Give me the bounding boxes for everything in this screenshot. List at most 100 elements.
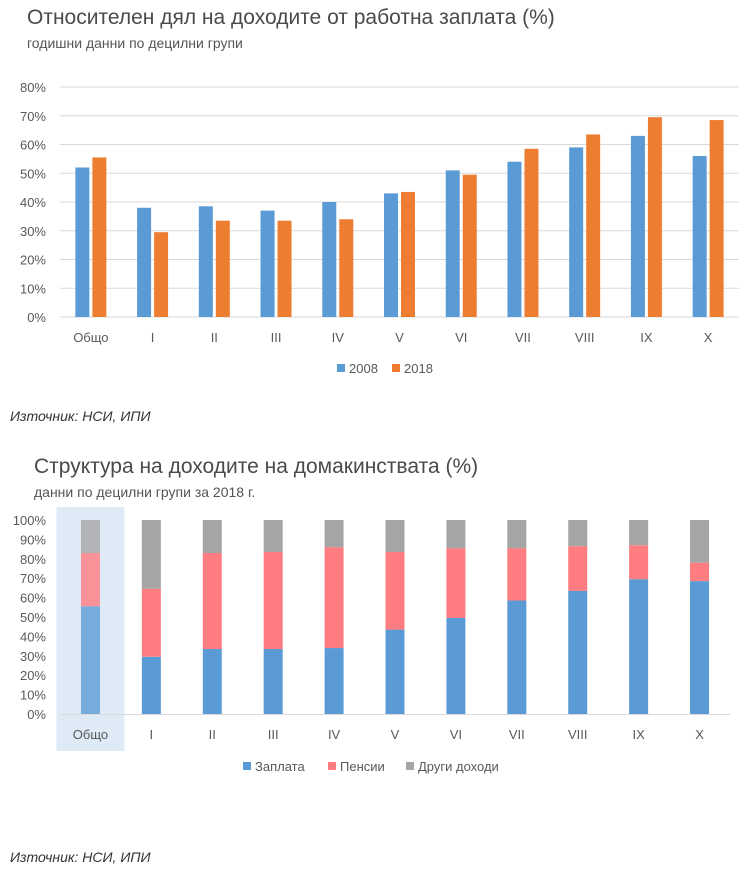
chart1-source: Източник: НСИ, ИПИ [10,408,151,424]
bar-Други доходи-I [141,520,161,589]
bar-Пенсии-Общо [80,552,100,607]
y-tick-label: 30% [20,649,46,664]
bar-2018-IX [647,117,662,317]
y-tick-label: 10% [20,688,46,703]
y-tick-label: 70% [20,109,46,124]
bar-2008-IX [630,135,645,317]
bar-Пенсии-II [202,552,222,650]
bar-Други доходи-II [202,520,222,553]
x-tick-label: VIII [568,727,588,742]
bar-Заплата-V [385,629,405,714]
bar-Пенсии-III [263,552,283,650]
bar-Други доходи-III [263,520,283,553]
bar-Заплата-VIII [568,590,588,714]
x-tick-label: III [271,330,282,345]
bar-Заплата-Общо [80,606,100,714]
y-tick-label: 60% [20,591,46,606]
bar-Пенсии-VII [507,548,527,601]
bar-Пенсии-VI [446,548,466,618]
y-tick-label: 10% [20,281,46,296]
bar-Пенсии-VIII [568,546,588,591]
x-tick-label: I [151,330,155,345]
bar-2018-III [277,220,292,317]
x-tick-label: Общо [73,727,108,742]
chart1-title: Относителен дял на доходите от работна з… [27,6,555,29]
x-tick-label: IV [332,330,345,345]
legend-label-2018: 2018 [404,361,433,376]
bar-Други доходи-VII [507,520,527,549]
x-tick-label: II [211,330,218,345]
chart2-title: Структура на доходите на домакинствата (… [34,455,479,478]
chart2-source: Източник: НСИ, ИПИ [10,849,151,865]
chart1-svg: 0%10%20%30%40%50%60%70%80%Общо I II III IV V V… [20,80,739,376]
x-tick-label: III [268,727,279,742]
legend-label-Пенсии: Пенсии [340,759,385,774]
bar-2018-Общо [92,157,107,317]
bar-Пенсии-IV [324,547,344,649]
x-tick-label: VIII [575,330,595,345]
y-tick-label: 0% [27,310,46,325]
bar-2018-VII [524,148,539,317]
y-tick-label: 100% [13,513,47,528]
bar-Заплата-III [263,649,283,714]
bar-2018-II [215,220,230,317]
x-tick-label: X [695,727,704,742]
x-tick-label: VI [450,727,462,742]
bar-2018-IV [339,219,354,317]
bar-2008-VII [507,161,522,317]
x-tick-label: Общо [73,330,108,345]
x-tick-label: VII [509,727,525,742]
legend-swatch-2008 [337,364,345,372]
x-tick-label: II [209,727,216,742]
x-tick-label: VI [455,330,467,345]
bar-2008-I [137,207,152,317]
x-tick-label: IV [328,727,341,742]
bar-Пенсии-V [385,552,405,630]
y-tick-label: 0% [27,707,46,722]
bar-2008-Общо [75,167,90,317]
bar-Пенсии-X [690,562,710,582]
bar-2008-II [198,206,213,317]
y-tick-label: 80% [20,552,46,567]
x-tick-label: X [704,330,713,345]
x-tick-label: IX [640,330,653,345]
x-tick-label: V [391,727,400,742]
bar-Други доходи-VIII [568,520,588,547]
y-tick-label: 40% [20,195,46,210]
y-tick-label: 50% [20,610,46,625]
bar-Пенсии-I [141,588,161,657]
bar-2008-IV [322,202,337,317]
bar-Други доходи-VI [446,520,466,549]
chart1-subtitle: годишни данни по децилни групи [27,35,243,51]
bar-2018-V [401,191,415,317]
bar-2008-X [692,156,707,317]
legend-swatch-Заплата [243,762,251,770]
bar-2018-VIII [586,134,601,317]
bar-Заплата-II [202,649,222,714]
bar-Други доходи-V [385,520,405,553]
bar-Пенсии-IX [629,545,649,580]
bar-Други доходи-IV [324,520,344,548]
bar-2008-VI [445,170,460,317]
bar-Заплата-IV [324,648,344,714]
legend-swatch-Пенсии [328,762,336,770]
y-tick-label: 60% [20,138,46,153]
y-tick-label: 90% [20,532,46,547]
x-tick-label: V [395,330,404,345]
y-tick-label: 70% [20,571,46,586]
x-tick-label: I [150,727,154,742]
legend-label-Заплата: Заплата [255,759,305,774]
x-tick-label: IX [632,727,645,742]
bar-2008-V [384,193,398,317]
bar-Други доходи-IX [629,520,649,546]
y-tick-label: 20% [20,253,46,268]
legend-label-Други доходи: Други доходи [418,759,499,774]
bar-2008-VIII [569,147,584,317]
bar-2018-X [709,120,724,317]
bar-Заплата-X [690,581,710,714]
y-tick-label: 20% [20,668,46,683]
bar-Заплата-VI [446,617,466,714]
legend-label-2008: 2008 [349,361,378,376]
bar-Други доходи-Общо [80,520,100,553]
